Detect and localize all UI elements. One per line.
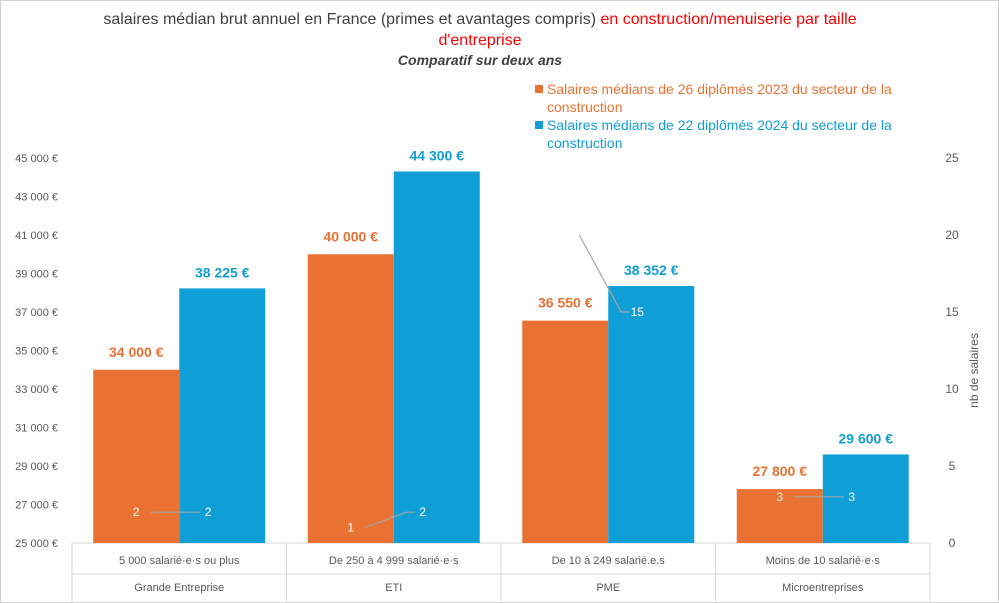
count-label-2023: 1 <box>347 521 354 535</box>
bar-2023 <box>307 254 394 543</box>
data-label-2024: 29 600 € <box>839 430 894 446</box>
y2-axis-label: nb de salaires <box>967 333 981 408</box>
y-tick-label: 33 000 € <box>15 384 58 396</box>
x-group-label: PME <box>596 582 620 594</box>
legend-swatch-2023 <box>535 85 543 93</box>
data-label-2023: 40 000 € <box>324 228 379 244</box>
y2-tick-label: 20 <box>945 228 959 242</box>
data-label-2023: 27 800 € <box>753 463 808 479</box>
legend-item-2024: Salaires médians de 22 diplômés 2024 du … <box>535 116 915 152</box>
y-tick-label: 35 000 € <box>15 346 58 358</box>
legend-label-2023: Salaires médians de 26 diplômés 2023 du … <box>547 81 892 115</box>
chart-title-part3: d'entreprise <box>438 32 522 49</box>
y2-tick-label: 0 <box>949 536 956 550</box>
bar-2024 <box>822 454 909 543</box>
y-tick-label: 25 000 € <box>15 538 58 550</box>
count-label-2023: 3 <box>776 490 783 504</box>
y2-tick-label: 15 <box>945 305 959 319</box>
bar-2024 <box>393 171 480 543</box>
y-tick-label: 45 000 € <box>15 153 58 165</box>
count-label-2024: 15 <box>631 305 645 319</box>
legend-item-2023: Salaires médians de 26 diplômés 2023 du … <box>535 80 915 116</box>
x-tick-label: Moins de 10 salarié·e·s <box>766 555 881 567</box>
x-group-label: Grande Entreprise <box>134 582 224 594</box>
count-label-2023: 2 <box>133 505 140 519</box>
count-label-2023: 20 <box>559 228 573 242</box>
data-label-2024: 44 300 € <box>410 147 465 163</box>
count-label-2024: 3 <box>848 490 855 504</box>
count-connector <box>364 511 415 529</box>
chart-title-line1: salaires médian brut annuel en France (p… <box>0 10 960 30</box>
data-label-2023: 34 000 € <box>109 344 164 360</box>
y-tick-label: 41 000 € <box>15 230 58 242</box>
y-tick-label: 27 000 € <box>15 500 58 512</box>
data-label-2024: 38 352 € <box>624 262 679 278</box>
x-tick-label: De 10 à 249 salarié.e.s <box>552 555 666 567</box>
chart-title-part2: en construction/menuiserie par taille <box>600 11 857 28</box>
x-tick-label: De 250 à 4 999 salarié·e·s <box>329 555 459 567</box>
data-label-2024: 38 225 € <box>195 264 250 280</box>
legend-swatch-2024 <box>535 121 543 129</box>
y-tick-label: 39 000 € <box>15 269 58 281</box>
chart-subtitle: Comparatif sur deux ans <box>397 52 563 68</box>
count-label-2024: 2 <box>419 505 426 519</box>
chart-legend: Salaires médians de 26 diplômés 2023 du … <box>535 80 915 152</box>
legend-label-2024: Salaires médians de 22 diplômés 2024 du … <box>547 117 892 151</box>
y2-tick-label: 10 <box>945 382 959 396</box>
x-group-label: Microentreprises <box>782 582 864 594</box>
x-tick-label: 5 000 salarié·e·s ou plus <box>119 555 240 567</box>
count-label-2024: 2 <box>205 505 212 519</box>
chart-title-part1: salaires médian brut annuel en France (p… <box>103 11 601 28</box>
y2-tick-label: 25 <box>945 151 959 165</box>
y-tick-label: 43 000 € <box>15 192 58 204</box>
x-group-label: ETI <box>385 582 402 594</box>
y-tick-label: 37 000 € <box>15 307 58 319</box>
bar-2024 <box>179 288 266 543</box>
y-tick-label: 31 000 € <box>15 423 58 435</box>
y2-tick-label: 5 <box>949 459 956 473</box>
data-label-2023: 36 550 € <box>538 295 593 311</box>
bar-2023 <box>736 489 823 543</box>
bar-2024 <box>608 285 695 543</box>
bar-2023 <box>522 320 609 543</box>
bar-2023 <box>93 369 180 543</box>
count-connector <box>578 234 630 313</box>
y-tick-label: 29 000 € <box>15 461 58 473</box>
